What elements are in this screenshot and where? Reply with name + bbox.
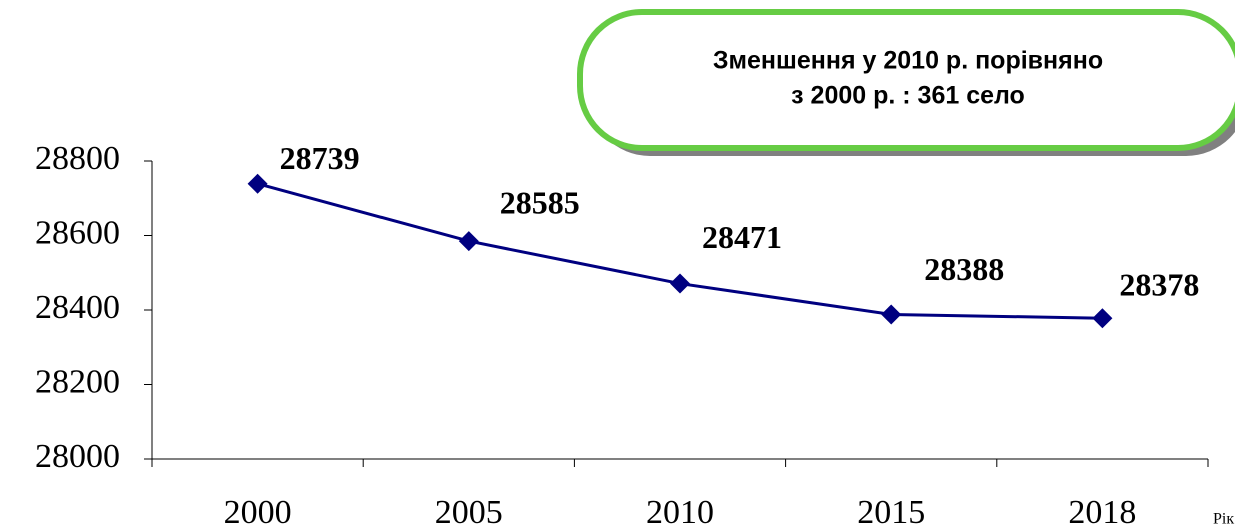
marker <box>881 304 902 325</box>
x-tick-label: 2005 <box>435 494 503 531</box>
data-label: 28378 <box>1119 267 1199 303</box>
x-tick-label: 2018 <box>1068 494 1136 531</box>
annotation-line: з 2000 р. : 361 село <box>791 82 1025 110</box>
data-label: 28739 <box>280 140 360 176</box>
marker <box>1092 308 1113 329</box>
marker <box>458 231 479 252</box>
x-tick-label: 2015 <box>857 494 925 531</box>
x-tick-label: 2010 <box>646 494 714 531</box>
data-label: 28471 <box>702 219 782 255</box>
y-tick-label: 28000 <box>35 438 120 475</box>
annotation-box <box>577 9 1235 151</box>
y-tick-label: 28200 <box>35 363 120 400</box>
x-axis-label: Рік <box>1213 511 1234 528</box>
data-label: 28585 <box>500 184 580 220</box>
marker <box>670 273 690 294</box>
y-tick-label: 28600 <box>35 214 120 251</box>
annotation-line: Зменшення у 2010 р. порівняно <box>713 47 1103 75</box>
data-label: 28388 <box>924 251 1004 287</box>
y-tick-label: 28800 <box>35 140 120 177</box>
y-tick-label: 28400 <box>35 289 120 326</box>
x-tick-label: 2000 <box>224 494 292 531</box>
marker <box>247 173 268 194</box>
